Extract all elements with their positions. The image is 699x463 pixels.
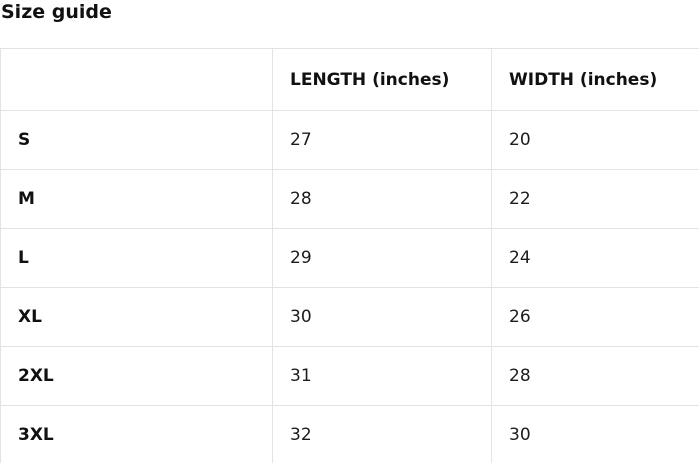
size-cell: L [0, 228, 273, 288]
table-row: S 27 20 [0, 110, 699, 170]
length-cell: 28 [272, 169, 492, 229]
width-cell: 30 [491, 405, 699, 463]
column-header-size [0, 48, 273, 111]
table-row: XL 30 26 [0, 287, 699, 347]
width-cell: 28 [491, 346, 699, 406]
length-cell: 29 [272, 228, 492, 288]
length-cell: 27 [272, 110, 492, 170]
header-row: LENGTH (inches) WIDTH (inches) [0, 48, 699, 111]
column-header-length: LENGTH (inches) [272, 48, 492, 111]
size-cell: S [0, 110, 273, 170]
table-row: 3XL 32 30 [0, 405, 699, 463]
size-guide-table: LENGTH (inches) WIDTH (inches) S 27 20 M… [0, 48, 699, 463]
table-row: M 28 22 [0, 169, 699, 229]
length-cell: 30 [272, 287, 492, 347]
size-cell: XL [0, 287, 273, 347]
width-cell: 26 [491, 287, 699, 347]
column-header-width: WIDTH (inches) [491, 48, 699, 111]
width-cell: 20 [491, 110, 699, 170]
page-title: Size guide [1, 1, 112, 23]
table-row: 2XL 31 28 [0, 346, 699, 406]
length-cell: 32 [272, 405, 492, 463]
size-cell: 3XL [0, 405, 273, 463]
size-cell: M [0, 169, 273, 229]
width-cell: 22 [491, 169, 699, 229]
table-row: L 29 24 [0, 228, 699, 288]
size-cell: 2XL [0, 346, 273, 406]
width-cell: 24 [491, 228, 699, 288]
length-cell: 31 [272, 346, 492, 406]
